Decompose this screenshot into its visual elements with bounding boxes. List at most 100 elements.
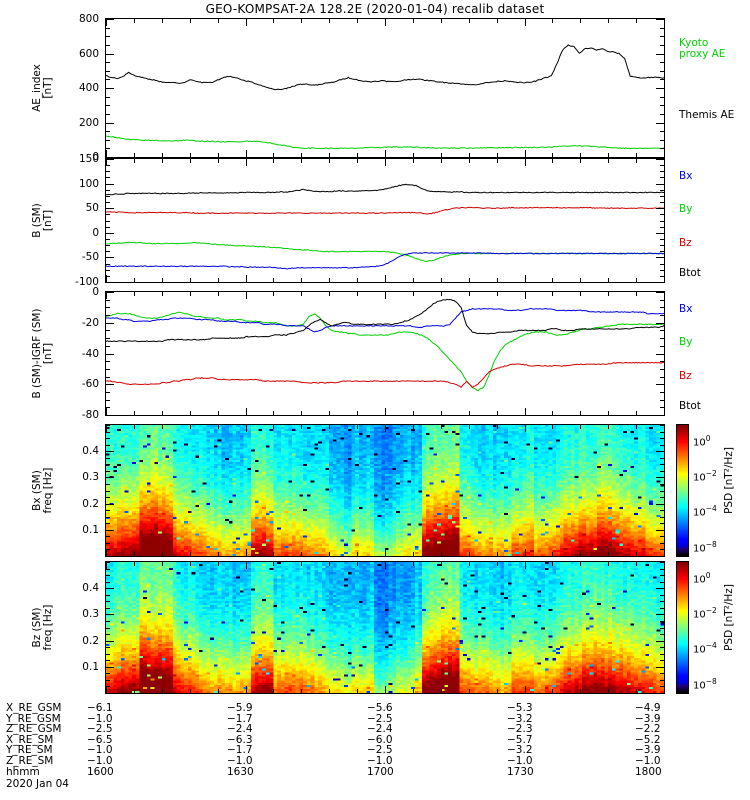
legend-b-sm-igrf-0: Bx xyxy=(679,303,692,315)
footer-hhmm: 1800 xyxy=(635,766,662,778)
footer-value: −6.1 xyxy=(87,703,113,714)
footer-row-label: Y_RE_SM xyxy=(6,745,53,756)
footer-value: −1.0 xyxy=(507,756,533,767)
panel-b-sm xyxy=(105,158,665,283)
ylabel-bx-spectrogram: Bx (SM) freq [Hz] xyxy=(31,424,54,557)
ytick-label: 150 xyxy=(47,153,99,165)
legend-ae-index-1: Themis AE xyxy=(679,110,734,121)
ytick-label: 200 xyxy=(47,117,99,129)
ytick-label: 0 xyxy=(47,227,99,239)
colorbar-tick-label: 10−2 xyxy=(693,606,717,620)
ytick-label: 0.2 xyxy=(47,498,99,510)
series-Btot xyxy=(106,183,664,196)
ytick-label: 0.4 xyxy=(47,445,99,457)
ytick-label: 50 xyxy=(47,202,99,214)
colorbar-title: PSD [nT²/Hz] xyxy=(723,551,735,684)
footer-value: −5.2 xyxy=(635,735,661,746)
series-Bz xyxy=(106,361,664,389)
panel-b-sm-igrf xyxy=(105,291,665,416)
colorbar-tick-label: 10−2 xyxy=(693,469,717,483)
series-By xyxy=(106,241,664,262)
footer-value: −1.7 xyxy=(227,713,253,725)
panel-bz-spectrogram xyxy=(105,561,665,694)
footer-value: −2.5 xyxy=(87,724,113,735)
ytick-label: 100 xyxy=(47,178,99,190)
legend-ae-index-0: Kyoto proxy AE xyxy=(679,37,725,60)
ytick-label: -60 xyxy=(47,378,99,390)
footer-value: −3.9 xyxy=(635,713,661,725)
footer-value: −2.2 xyxy=(635,724,661,735)
footer-value: −2.4 xyxy=(367,724,393,735)
ytick-label: 0 xyxy=(47,286,99,298)
ylabel-bz-spectrogram: Bz (SM) freq [Hz] xyxy=(31,561,54,694)
ytick-label: 0.3 xyxy=(47,608,99,620)
footer-value: −6.5 xyxy=(87,735,113,746)
series-Kyoto proxy AE xyxy=(106,135,664,150)
ytick-label: 0 xyxy=(47,151,99,163)
figure-title: GEO-KOMPSAT-2A 128.2E (2020-01-04) recal… xyxy=(0,2,750,16)
footer-value: −2.5 xyxy=(367,713,393,725)
ytick-label: 600 xyxy=(47,48,99,60)
colorbar-tick-label: 10−8 xyxy=(693,540,717,554)
series-By xyxy=(106,311,664,392)
footer-value: −1.0 xyxy=(87,756,113,767)
footer-value: −4.9 xyxy=(635,703,661,714)
footer-value: −5.9 xyxy=(227,703,253,714)
legend-b-sm-igrf-3: Btot xyxy=(679,401,701,412)
footer-value: −5.7 xyxy=(507,735,533,746)
footer-hhmm: 1700 xyxy=(367,766,394,778)
colorbar-bx-spectrogram xyxy=(676,424,689,557)
ytick-label: 0.1 xyxy=(47,661,99,673)
footer-value: −3.2 xyxy=(507,745,533,756)
legend-b-sm-3: Btot xyxy=(679,268,701,279)
ylabel-b-sm-igrf: B (SM)-IGRF (SM) [nT] xyxy=(31,291,54,416)
panel-ae-index xyxy=(105,18,665,158)
footer-value: −5.6 xyxy=(367,703,393,714)
colorbar-tick-label: 10−4 xyxy=(693,641,717,655)
footer-value: −1.0 xyxy=(635,756,661,767)
ylabel-ae-index: AE_index [nT] xyxy=(31,18,54,158)
ytick-label: -100 xyxy=(47,276,99,288)
ytick-label: -40 xyxy=(47,348,99,360)
footer-row-label: Z_RE_GSM xyxy=(6,724,61,735)
legend-b-sm-1: By xyxy=(679,204,692,215)
footer-value: −1.0 xyxy=(367,756,393,767)
footer-row-label: hhmm xyxy=(6,766,40,778)
footer-row-label: X_RE_SM xyxy=(6,735,53,746)
footer-value: −2.5 xyxy=(367,745,393,756)
colorbar-tick-label: 100 xyxy=(693,434,711,448)
legend-b-sm-2: Bz xyxy=(679,238,692,249)
footer-value: −3.2 xyxy=(507,713,533,725)
ylabel-b-sm: B (SM) [nT] xyxy=(31,158,54,283)
footer-value: −1.0 xyxy=(87,745,113,756)
footer-value: −2.3 xyxy=(507,724,533,735)
series-Themis AE xyxy=(106,44,664,91)
footer-value: −2.4 xyxy=(227,724,253,735)
footer-row-label: Y_RE_GSM xyxy=(6,713,61,725)
panel-bx-spectrogram xyxy=(105,424,665,557)
footer-row-label: Z_RE_SM xyxy=(6,756,53,767)
colorbar-title: PSD [nT²/Hz] xyxy=(723,414,735,547)
colorbar-tick-label: 10−8 xyxy=(693,677,717,691)
ytick-label: -20 xyxy=(47,317,99,329)
series-Bx xyxy=(106,252,664,270)
ytick-label: -50 xyxy=(47,251,99,263)
legend-b-sm-igrf-2: Bz xyxy=(679,371,692,382)
footer-value: −6.0 xyxy=(367,735,393,746)
ytick-label: -80 xyxy=(47,409,99,421)
ytick-label: 0.1 xyxy=(47,524,99,536)
colorbar-bz-spectrogram xyxy=(676,561,689,694)
footer-row-label: X_RE_GSM xyxy=(6,703,61,714)
ytick-label: 0.2 xyxy=(47,635,99,647)
footer-value: −3.9 xyxy=(635,745,661,756)
ytick-label: 0.4 xyxy=(47,582,99,594)
footer-hhmm: 1630 xyxy=(227,766,254,778)
legend-b-sm-0: Bx xyxy=(679,170,692,182)
colorbar-tick-label: 100 xyxy=(693,571,711,585)
colorbar-tick-label: 10−4 xyxy=(693,504,717,518)
footer-date: 2020 Jan 04 xyxy=(6,778,69,790)
ytick-label: 0.3 xyxy=(47,471,99,483)
footer-value: −6.3 xyxy=(227,735,253,746)
footer-hhmm: 1600 xyxy=(87,766,114,778)
